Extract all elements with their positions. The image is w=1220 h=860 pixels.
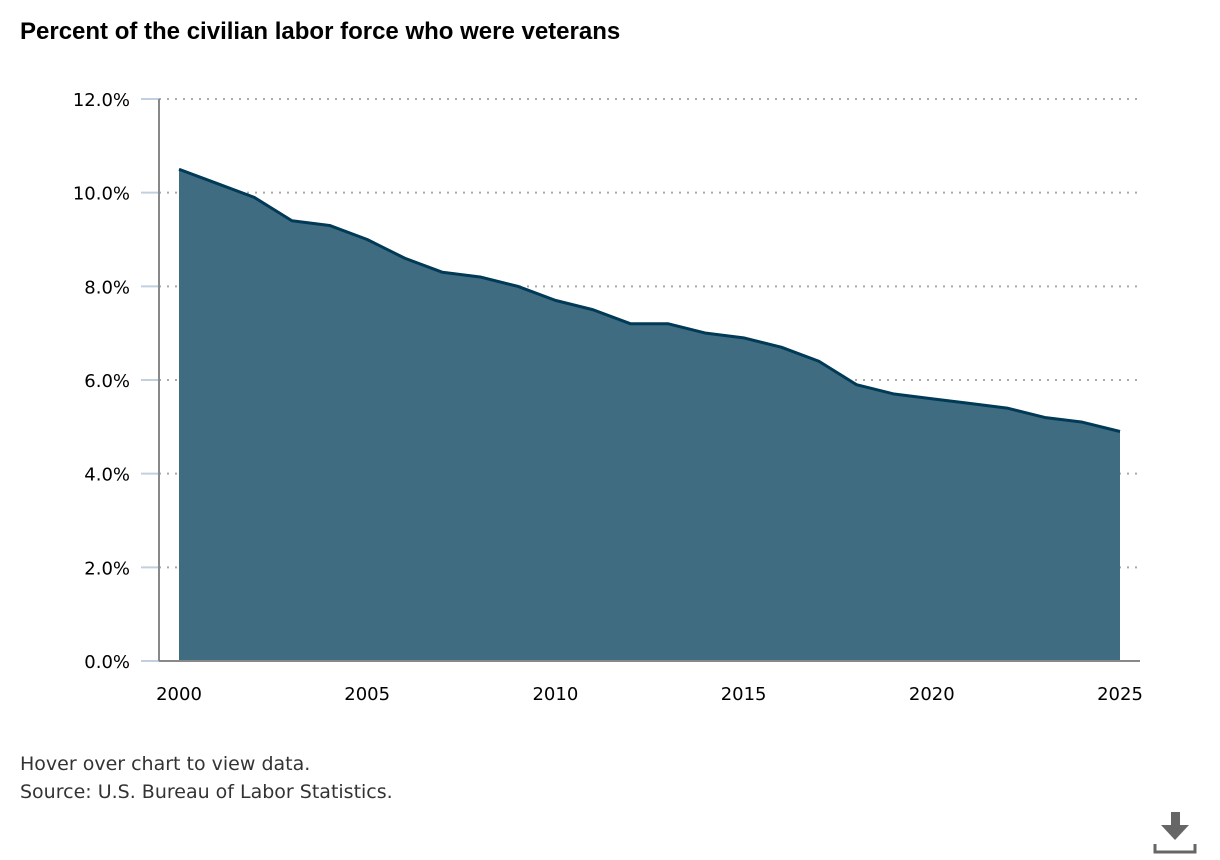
data-point[interactable] xyxy=(320,215,340,235)
series-line xyxy=(178,167,1121,433)
data-point[interactable] xyxy=(545,290,565,310)
y-tick-label: 0.0% xyxy=(84,652,130,673)
data-point[interactable] xyxy=(432,262,452,282)
data-point[interactable] xyxy=(395,248,415,268)
data-point[interactable] xyxy=(508,276,528,296)
data-point[interactable] xyxy=(658,314,678,334)
x-tick-label: 2010 xyxy=(532,684,578,705)
data-point[interactable] xyxy=(1035,407,1055,427)
x-tick-label: 2025 xyxy=(1097,684,1143,705)
x-tick-label: 2000 xyxy=(156,684,202,705)
y-tick-label: 12.0% xyxy=(73,90,130,111)
area-chart[interactable]: 0.0% 2.0% 4.0% 6.0% 8.0% 10.0% 12.0% 2000 2005 20… xyxy=(0,0,1220,720)
y-tick-label: 10.0% xyxy=(73,184,130,205)
y-tick-label: 8.0% xyxy=(84,277,130,298)
x-tick-label: 2005 xyxy=(344,684,390,705)
data-point[interactable] xyxy=(621,314,641,334)
data-point[interactable] xyxy=(771,337,791,357)
data-point[interactable] xyxy=(207,173,227,193)
data-point[interactable] xyxy=(357,230,377,250)
y-tick-label: 2.0% xyxy=(84,558,130,579)
data-point[interactable] xyxy=(959,393,979,413)
hover-note: Hover over chart to view data. xyxy=(20,753,311,775)
y-tick-label: 6.0% xyxy=(84,371,130,392)
data-point[interactable] xyxy=(282,211,302,231)
data-point[interactable] xyxy=(809,351,829,371)
data-point[interactable] xyxy=(734,328,754,348)
data-point[interactable] xyxy=(1110,422,1130,442)
data-point[interactable] xyxy=(169,159,189,179)
y-tick-label: 4.0% xyxy=(84,465,130,486)
data-point[interactable] xyxy=(696,323,716,343)
x-tick-label: 2015 xyxy=(721,684,767,705)
download-icon[interactable] xyxy=(1152,810,1198,856)
data-point[interactable] xyxy=(884,384,904,404)
data-point[interactable] xyxy=(583,300,603,320)
chart-title: Percent of the civilian labor force who … xyxy=(20,18,621,45)
data-point[interactable] xyxy=(922,389,942,409)
data-point[interactable] xyxy=(997,398,1017,418)
data-point[interactable] xyxy=(847,375,867,395)
source-note: Source: U.S. Bureau of Labor Statistics. xyxy=(20,781,393,803)
x-tick-label: 2020 xyxy=(909,684,955,705)
data-point[interactable] xyxy=(1072,412,1092,432)
data-point[interactable] xyxy=(470,267,490,287)
data-point[interactable] xyxy=(244,187,264,207)
area-fill xyxy=(179,169,1120,661)
